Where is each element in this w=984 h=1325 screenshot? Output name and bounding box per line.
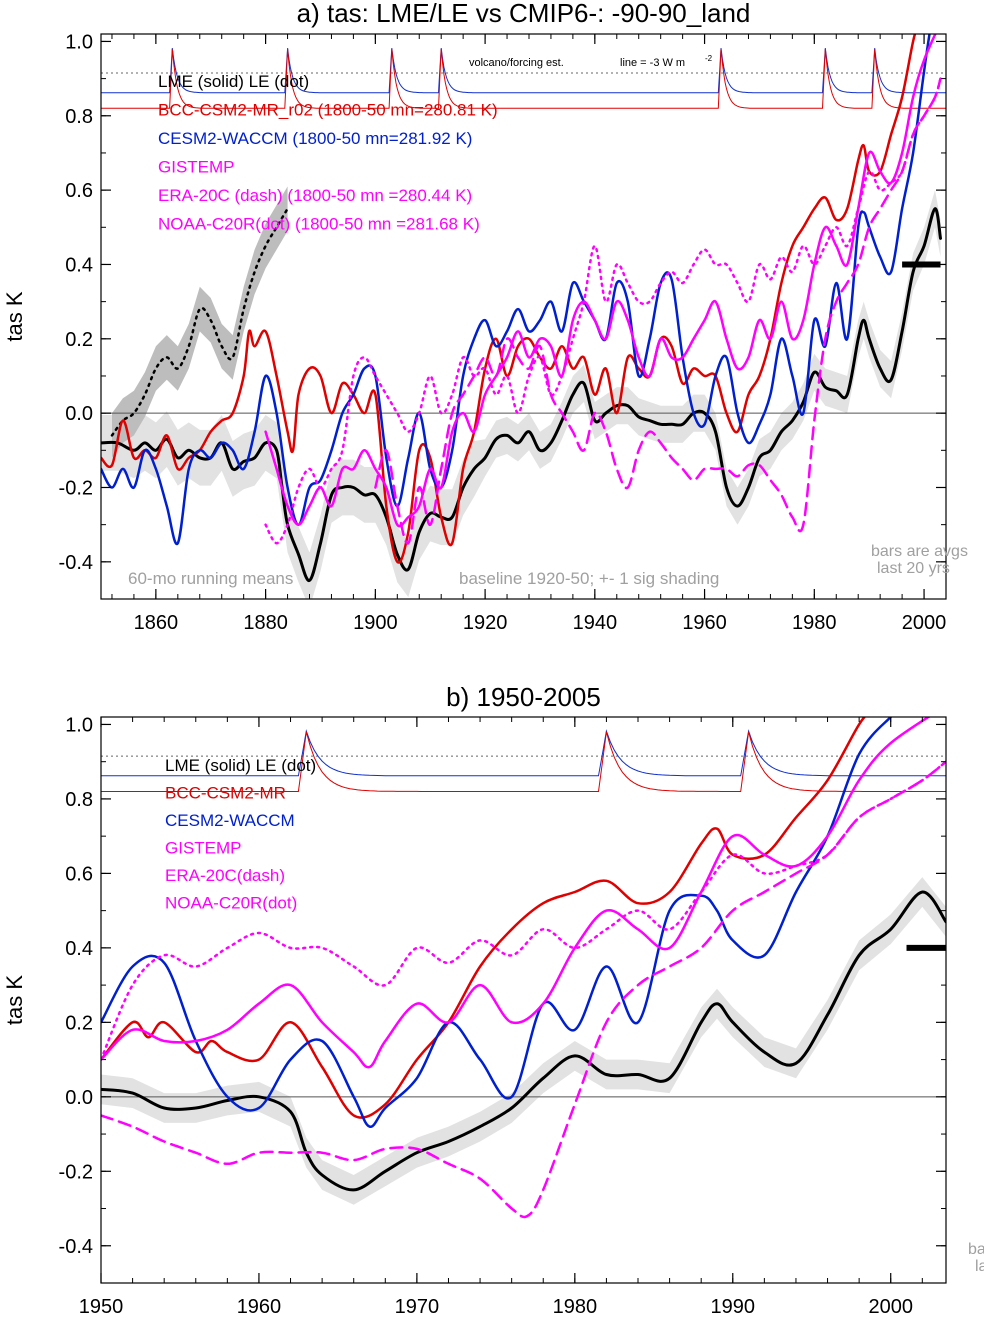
legend-entry: ERA-20C (dash) (1800-50 mn =280.44 K) xyxy=(158,186,472,205)
y-tick-label: 0.6 xyxy=(65,180,93,202)
legend-entry: CESM2-WACCM (1800-50 mn=281.92 K) xyxy=(158,129,472,148)
x-tick-label: 1980 xyxy=(553,1296,598,1318)
series-era-20c-dash-line xyxy=(101,760,946,1219)
forcing-trace-blue xyxy=(101,729,946,777)
y-tick-label: -0.4 xyxy=(59,1236,93,1258)
y-tick-label: 1.0 xyxy=(65,31,93,53)
le-shading xyxy=(112,186,288,458)
x-tick-label: 1990 xyxy=(711,1296,756,1318)
annotation-baseline: baseline 1920-50; +- 1 sig shading xyxy=(459,569,719,588)
forcing-trace-blue xyxy=(101,48,946,94)
x-tick-label: 1980 xyxy=(792,612,837,634)
annotation-running-mean: 60-mo running means xyxy=(128,569,293,588)
y-axis-label: tas K xyxy=(2,975,27,1025)
x-tick-label: 2000 xyxy=(868,1296,913,1318)
legend-entry: NOAA-C20R(dot) xyxy=(165,894,297,913)
y-tick-label: -0.4 xyxy=(59,552,93,574)
forcing-trace-red xyxy=(101,48,946,109)
y-tick-label: -0.2 xyxy=(59,1161,93,1183)
chart-title: a) tas: LME/LE vs CMIP6-: -90-90_land xyxy=(297,0,751,28)
series-le-dot-line xyxy=(110,207,289,437)
series-noaa-c20r-dot-line xyxy=(101,760,946,1061)
annotation-bars-1: bars are avgs xyxy=(871,543,968,560)
panel-a: a) tas: LME/LE vs CMIP6-: -90-90_landtas… xyxy=(2,0,968,634)
x-tick-label: 1940 xyxy=(573,612,618,634)
legend-entry: CESM2-WACCM xyxy=(165,811,295,830)
legend-entry: LME (solid) LE (dot) xyxy=(165,756,316,775)
plot-area xyxy=(101,717,946,1219)
lme-shading xyxy=(101,877,946,1205)
y-tick-label: 0.2 xyxy=(65,1012,93,1034)
legend-entry: GISTEMP xyxy=(165,839,242,858)
series-noaa-c20r-dot-line xyxy=(264,77,942,545)
annotation-line-superscript: -2 xyxy=(705,54,713,63)
y-tick-label: 0.0 xyxy=(65,403,93,425)
y-tick-label: 0.2 xyxy=(65,329,93,351)
lme-shading xyxy=(101,190,941,599)
plot-frame xyxy=(100,716,947,1284)
y-tick-label: 0.0 xyxy=(65,1087,93,1109)
series-lme-line xyxy=(101,890,946,1192)
x-tick-label: 1860 xyxy=(134,612,179,634)
series-bcc-csm2-mr-line xyxy=(101,34,917,564)
x-tick-label: 1960 xyxy=(682,612,727,634)
y-tick-label: 0.4 xyxy=(65,938,93,960)
series-gistemp-line xyxy=(101,717,931,1069)
legend-entry: GISTEMP xyxy=(158,158,235,177)
y-tick-label: 0.6 xyxy=(65,863,93,885)
legend-entry: LME (solid) LE (dot) xyxy=(158,72,309,91)
x-tick-label: 1900 xyxy=(353,612,398,634)
forcing-trace-red xyxy=(101,731,946,792)
x-tick-label: 1970 xyxy=(395,1296,440,1318)
x-tick-label: 1920 xyxy=(463,612,508,634)
chart-title: b) 1950-2005 xyxy=(446,682,601,712)
legend-entry: NOAA-C20R(dot) (1800-50 mn =281.68 K) xyxy=(158,215,480,234)
legend-entry: BCC-CSM2-MR xyxy=(165,784,286,803)
annotation-line-note: line = -3 W m xyxy=(620,57,685,69)
series-gistemp-line xyxy=(264,34,937,528)
legend-entry: ERA-20C(dash) xyxy=(165,866,285,885)
series-cesm2-waccm-line xyxy=(101,717,893,1128)
annotation-bars-2: la xyxy=(975,1258,984,1275)
x-tick-label: 2000 xyxy=(902,612,947,634)
annotation-bars-1: ba xyxy=(968,1241,984,1258)
plot-frame xyxy=(100,33,947,600)
panel-b: b) 1950-2005 tas K -0.4 -0.2 0.0 0.2 0.4 0.6 0.8… xyxy=(2,682,984,1318)
y-tick-label: 0.8 xyxy=(65,789,93,811)
y-tick-label: 0.4 xyxy=(65,254,93,276)
x-tick-label: 1880 xyxy=(243,612,288,634)
legend-entry: BCC-CSM2-MR_r02 (1800-50 mn=280.81 K) xyxy=(158,101,498,120)
series-cesm2-waccm-line xyxy=(101,34,931,546)
plot-area xyxy=(101,34,946,599)
series-lme-line xyxy=(101,207,942,582)
annotation-volcano: volcano/forcing est. xyxy=(469,57,564,69)
y-tick-label: 1.0 xyxy=(65,714,93,736)
y-tick-label: -0.2 xyxy=(59,477,93,499)
annotation-bars-2: last 20 yrs xyxy=(877,560,950,577)
series-era-20c-dash-line xyxy=(374,77,942,545)
x-tick-label: 1960 xyxy=(237,1296,282,1318)
y-tick-label: 0.8 xyxy=(65,106,93,128)
x-tick-label: 1950 xyxy=(79,1296,124,1318)
y-axis-label: tas K xyxy=(2,291,27,341)
